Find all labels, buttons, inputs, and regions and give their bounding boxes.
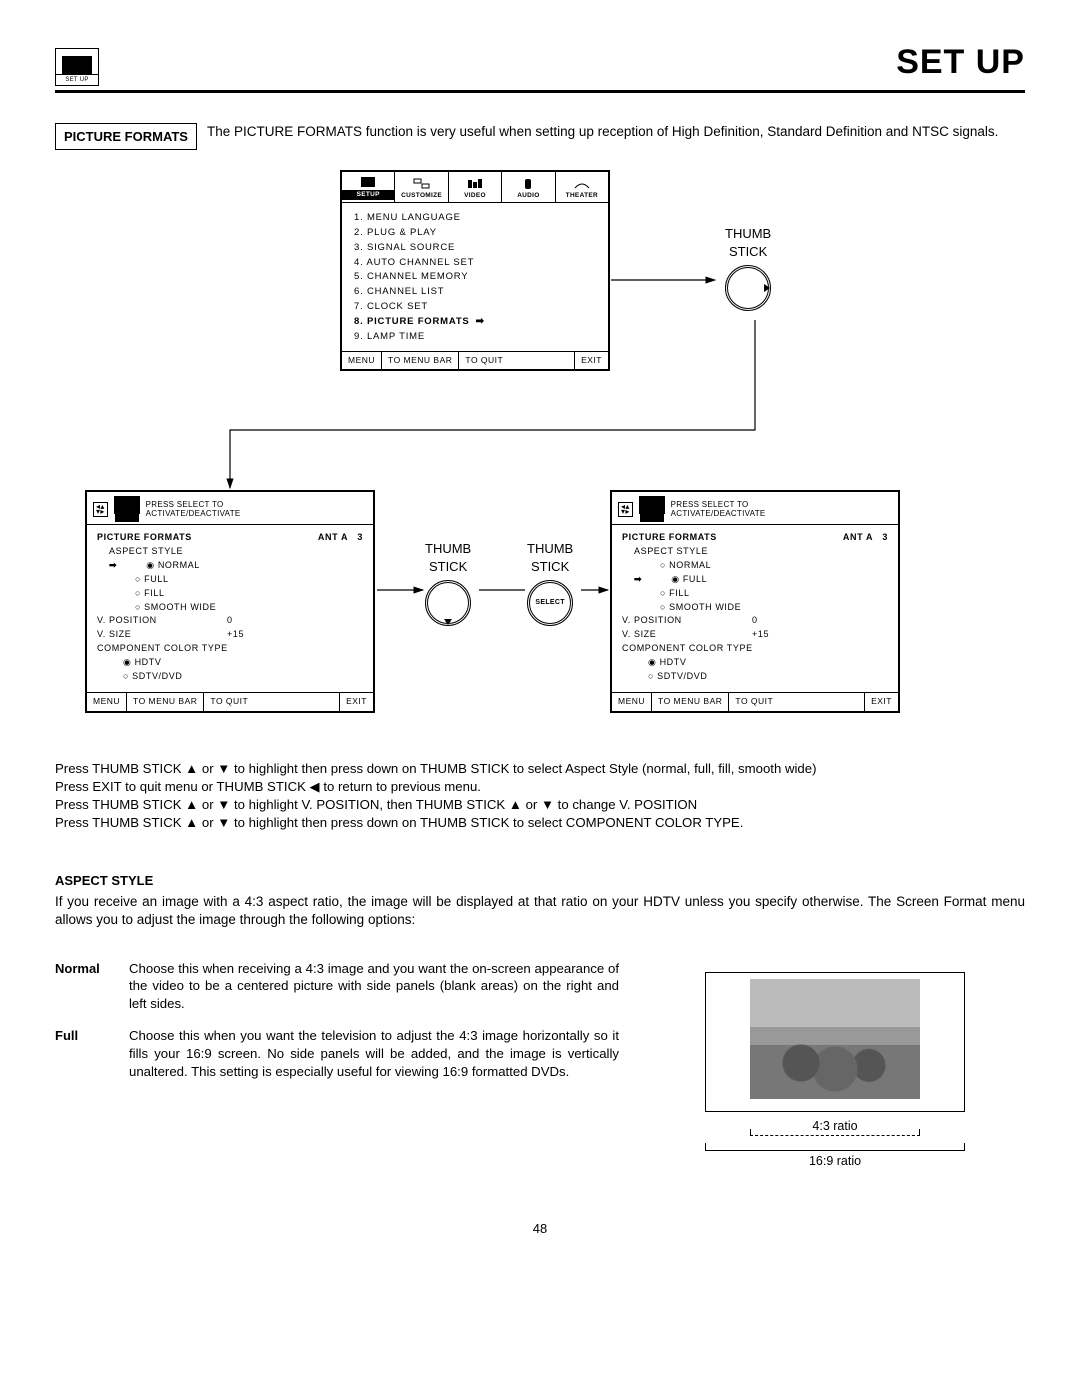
menu-item[interactable]: 6. CHANNEL LIST <box>354 285 596 300</box>
tab-bar: SETUP CUSTOMIZE VIDEO AUDIO THEATER <box>342 172 608 203</box>
menu-item[interactable]: 7. CLOCK SET <box>354 300 596 315</box>
ratio-image <box>750 979 920 1099</box>
aspect-style-header: ASPECT STYLE <box>55 872 1025 890</box>
footer-menubar: TO MENU BAR <box>382 352 459 369</box>
tab-customize[interactable]: CUSTOMIZE <box>395 172 448 202</box>
ratio-43-label: 4:3 ratio <box>750 1116 920 1136</box>
picture-formats-box: PICTURE FORMATS <box>55 123 197 151</box>
nav-arrows-icon: ◂▴▾▸ <box>93 502 108 517</box>
menu-item[interactable]: 5. CHANNEL MEMORY <box>354 270 596 285</box>
menu-item[interactable]: 1. MENU LANGUAGE <box>354 211 596 226</box>
setup-icon: SET UP <box>55 48 99 86</box>
page-number: 48 <box>55 1220 1025 1238</box>
tab-video[interactable]: VIDEO <box>449 172 502 202</box>
setup-icon-label: SET UP <box>56 74 98 85</box>
tab-setup[interactable]: SETUP <box>342 172 395 202</box>
tab-theater[interactable]: THEATER <box>556 172 608 202</box>
menu-item[interactable]: 9. LAMP TIME <box>354 330 596 345</box>
footer-quit: TO QUIT <box>459 352 575 369</box>
ratio-169-label: 16:9 ratio <box>809 1154 861 1168</box>
main-menu: SETUP CUSTOMIZE VIDEO AUDIO THEATER 1. M… <box>340 170 610 371</box>
thumb-stick-1[interactable]: THUMB STICK <box>725 225 771 310</box>
page-title: SET UP <box>896 40 1025 86</box>
thumb-stick-2[interactable]: THUMB STICK <box>425 540 471 625</box>
menu-item[interactable]: 8. PICTURE FORMATS <box>354 314 596 330</box>
aspect-style-intro: If you receive an image with a 4:3 aspec… <box>55 893 1025 929</box>
sub-menu-2: ◂▴▾▸ SETUP PRESS SELECT TOACTIVATE/DEACT… <box>610 490 900 712</box>
menu-item[interactable]: 3. SIGNAL SOURCE <box>354 241 596 256</box>
menu-item[interactable]: 2. PLUG & PLAY <box>354 226 596 241</box>
footer-exit: EXIT <box>575 352 608 369</box>
sub-menu-1: ◂▴▾▸ SETUP PRESS SELECT TOACTIVATE/DEACT… <box>85 490 375 712</box>
main-menu-footer: MENU TO MENU BAR TO QUIT EXIT <box>342 351 608 369</box>
footer-menu: MENU <box>342 352 382 369</box>
diagram: SETUP CUSTOMIZE VIDEO AUDIO THEATER 1. M… <box>55 170 1025 750</box>
main-menu-list: 1. MENU LANGUAGE2. PLUG & PLAY3. SIGNAL … <box>342 203 608 350</box>
menu-item[interactable]: 4. AUTO CHANNEL SET <box>354 256 596 271</box>
picture-formats-text: The PICTURE FORMATS function is very use… <box>207 123 998 141</box>
ratio-figure: 4:3 ratio 16:9 ratio <box>705 972 965 1170</box>
instructions: Press THUMB STICK ▲ or ▼ to highlight th… <box>55 760 1025 831</box>
tab-audio[interactable]: AUDIO <box>502 172 555 202</box>
nav-arrows-icon: ◂▴▾▸ <box>618 502 633 517</box>
thumb-stick-select[interactable]: THUMB STICK SELECT <box>527 540 573 625</box>
